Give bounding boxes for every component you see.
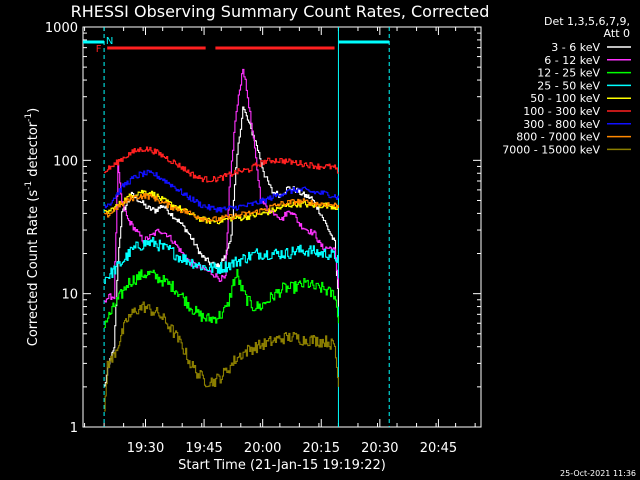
x-axis-label: Start Time (21-Jan-15 19:19:22) bbox=[178, 458, 386, 473]
legend-entry-label: 300 - 800 keV bbox=[523, 118, 600, 131]
series-line bbox=[104, 237, 339, 284]
plot-frame bbox=[82, 26, 482, 428]
legend-entry-label: 6 - 12 keV bbox=[544, 54, 600, 67]
series-line bbox=[104, 301, 339, 412]
legend-entry-label: 50 - 100 keV bbox=[530, 92, 600, 105]
x-tick-label: 19:30 bbox=[127, 441, 164, 456]
footer-date: 25-Oct-2021 11:36 bbox=[560, 469, 636, 478]
series-line bbox=[104, 169, 339, 213]
y-tick-label: 100 bbox=[53, 154, 78, 169]
y-tick-label: 1 bbox=[70, 421, 78, 436]
legend-header: Att 0 bbox=[604, 27, 630, 40]
legend-entry-label: 100 - 300 keV bbox=[523, 105, 600, 118]
series-line bbox=[104, 193, 339, 223]
flare-marker-label: F bbox=[96, 44, 102, 55]
series-line bbox=[104, 189, 339, 225]
plot-area: FN bbox=[82, 26, 482, 428]
legend-entry-label: 25 - 50 keV bbox=[537, 79, 600, 92]
legend-header: Det 1,3,5,6,7,9, bbox=[544, 15, 630, 28]
series-line bbox=[104, 268, 339, 329]
y-axis-label: Corrected Count Rate (s-1 detector-1) bbox=[24, 108, 41, 346]
legend-entry-label: 3 - 6 keV bbox=[551, 41, 600, 54]
series-line bbox=[104, 146, 339, 183]
x-tick-label: 20:45 bbox=[420, 441, 457, 456]
y-tick-label: 10 bbox=[61, 288, 78, 303]
legend-entry-label: 12 - 25 keV bbox=[537, 67, 600, 80]
series-line bbox=[104, 68, 339, 303]
x-tick-label: 20:00 bbox=[244, 441, 281, 456]
x-tick-label: 20:15 bbox=[303, 441, 340, 456]
legend-entry-label: 800 - 7000 keV bbox=[516, 131, 600, 144]
night-marker-label: N bbox=[106, 36, 113, 47]
x-tick-label: 19:45 bbox=[185, 441, 222, 456]
x-tick-label: 20:30 bbox=[361, 441, 398, 456]
legend-entry-label: 7000 - 15000 keV bbox=[502, 143, 600, 156]
chart-title: RHESSI Observing Summary Count Rates, Co… bbox=[71, 2, 490, 21]
y-tick-label: 1000 bbox=[45, 21, 78, 36]
